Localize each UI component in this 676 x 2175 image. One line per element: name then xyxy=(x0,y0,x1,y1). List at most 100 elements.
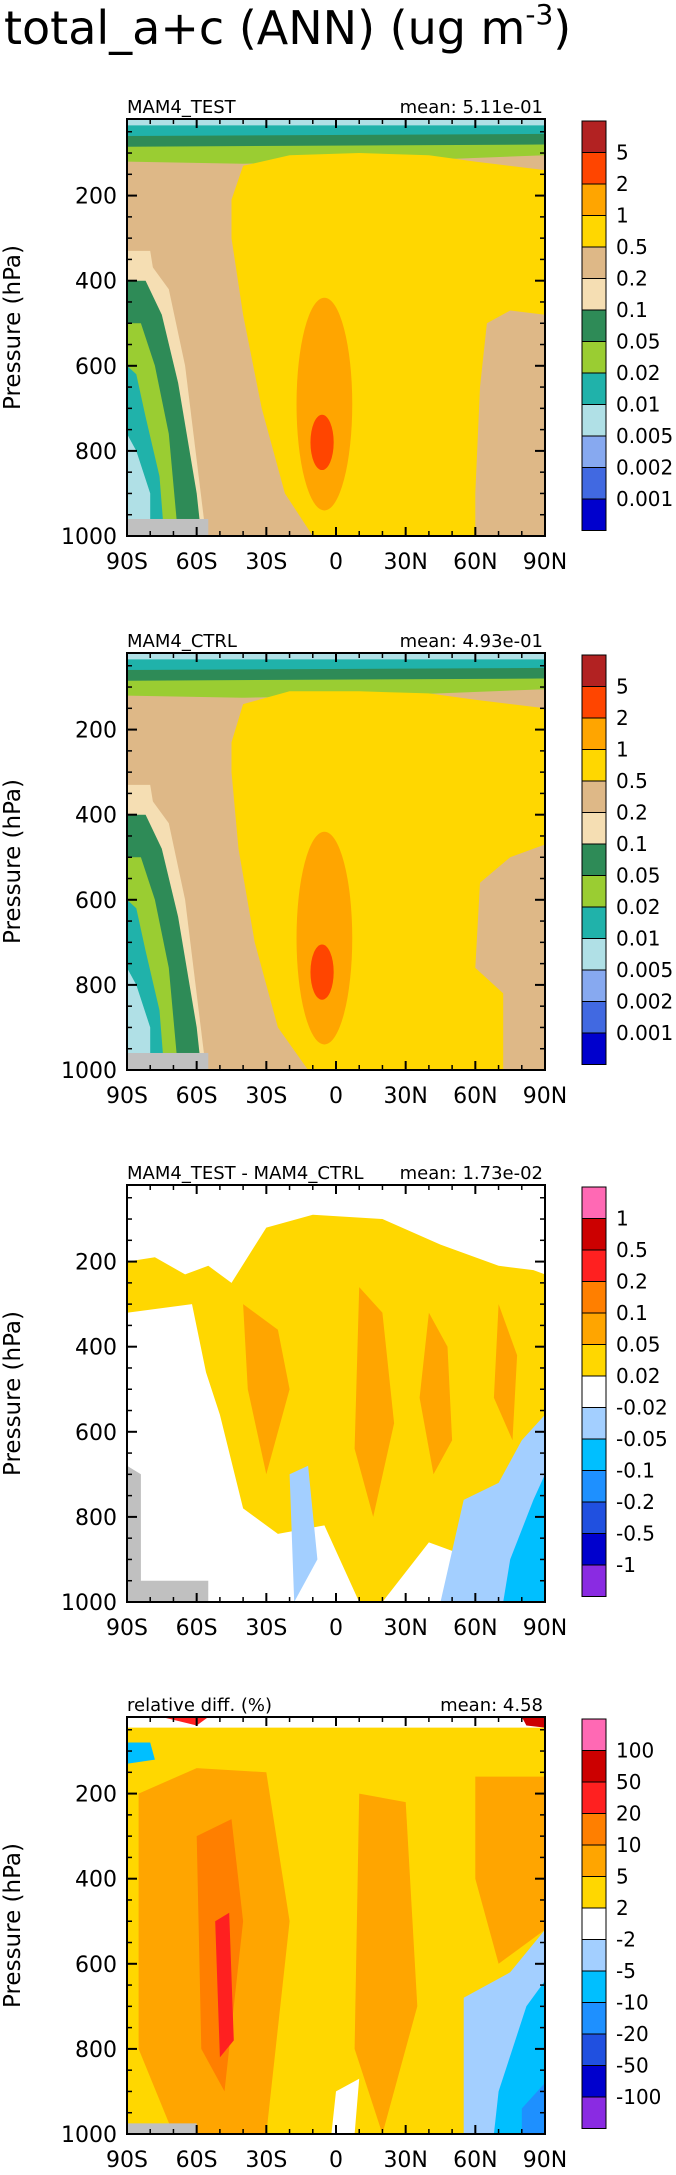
colorbar-label: 0.5 xyxy=(616,769,648,793)
colorbar-label: 0.001 xyxy=(616,487,673,511)
field-orange xyxy=(354,1287,395,1517)
colorbar-swatch xyxy=(581,1781,607,1814)
y-tick-label: 600 xyxy=(75,1421,117,1446)
y-axis-label: Pressure (hPa) xyxy=(0,1311,26,1476)
colorbar-swatch xyxy=(581,1750,607,1783)
colorbar-label: 0.2 xyxy=(616,1270,648,1294)
x-tick-label: 30N xyxy=(383,1616,427,1641)
orography-mask xyxy=(127,2123,197,2134)
colorbar-swatch xyxy=(581,1218,607,1251)
field-skyblue xyxy=(503,1474,545,1602)
x-tick-label: 0 xyxy=(329,1084,343,1109)
colorbar-label: 1 xyxy=(616,1207,629,1231)
colorbar-label: -1 xyxy=(616,1553,636,1577)
y-tick-label: 1000 xyxy=(61,2123,117,2148)
x-tick-label: 60N xyxy=(453,1616,497,1641)
colorbar-label: 0.1 xyxy=(616,1301,648,1325)
colorbar-swatch xyxy=(581,843,607,876)
mean-label: mean: 4.93e-01 xyxy=(400,631,543,652)
colorbar-swatch xyxy=(581,341,607,374)
panel-label: MAM4_TEST xyxy=(127,97,237,118)
colorbar-swatch xyxy=(581,749,607,782)
field-orange xyxy=(296,831,353,1045)
panel-label: MAM4_TEST - MAM4_CTRL xyxy=(127,1163,363,1184)
field-darkred xyxy=(521,1717,545,1728)
colorbar-swatch xyxy=(581,246,607,279)
x-tick-label: 30N xyxy=(383,2148,427,2173)
field-skyblue xyxy=(493,1980,545,2134)
colorbar-label: 2 xyxy=(616,706,629,730)
field-dodgerblue xyxy=(521,2082,545,2134)
colorbar-swatch xyxy=(581,875,607,908)
colorbar-swatch xyxy=(581,2002,607,2035)
y-tick-label: 200 xyxy=(75,719,117,744)
panel-1: 90S 60S 30S 0 30N 60N 90N 200 400 600 800 1000 Press… xyxy=(0,97,673,575)
colorbar-swatch xyxy=(581,938,607,971)
field-skyblue xyxy=(127,1742,155,1764)
y-tick-label: 600 xyxy=(75,889,117,914)
colorbar-label: 0.5 xyxy=(616,1238,648,1262)
field-red xyxy=(310,944,334,1000)
colorbar-swatch xyxy=(581,2033,607,2066)
colorbar-label: 0.005 xyxy=(616,424,673,448)
colorbar-swatch xyxy=(581,1970,607,2003)
x-tick-label: 90N xyxy=(523,1616,567,1641)
colorbar-swatch xyxy=(581,1470,607,1503)
field-lightblue xyxy=(289,1465,318,1602)
colorbar-swatch xyxy=(581,812,607,845)
colorbar-label: 100 xyxy=(616,1739,654,1763)
colorbar-label: 2 xyxy=(616,1896,629,1920)
colorbar-label: -0.02 xyxy=(616,1396,668,1420)
mean-label: mean: 1.73e-02 xyxy=(400,1163,543,1184)
colorbar-swatch xyxy=(581,1186,607,1219)
panel-label: MAM4_CTRL xyxy=(127,631,237,652)
colorbar-label: 0.02 xyxy=(616,895,661,919)
colorbar-label: -0.5 xyxy=(616,1522,655,1546)
field-orange xyxy=(493,1304,518,1441)
colorbar-swatch xyxy=(581,1564,607,1597)
x-tick-label: 90S xyxy=(106,550,148,575)
colorbar-swatch xyxy=(581,1501,607,1534)
x-tick-label: 60N xyxy=(453,550,497,575)
field-red xyxy=(215,1912,234,2058)
colorbar-swatch xyxy=(581,2065,607,2098)
y-axis-label: Pressure (hPa) xyxy=(0,1843,26,2008)
mean-label: mean: 4.58 xyxy=(440,1695,543,1716)
colorbar-swatch xyxy=(581,717,607,750)
colorbar-swatch xyxy=(581,1939,607,1972)
colorbar-label: 50 xyxy=(616,1770,641,1794)
colorbar-swatch xyxy=(581,467,607,500)
colorbar-swatch xyxy=(581,1813,607,1846)
colorbar-swatch xyxy=(581,1718,607,1751)
y-tick-label: 400 xyxy=(75,804,117,829)
x-tick-label: 30N xyxy=(383,1084,427,1109)
field-white xyxy=(331,2078,360,2134)
colorbar-label: -0.05 xyxy=(616,1427,668,1451)
y-axis-label: Pressure (hPa) xyxy=(0,779,26,944)
colorbar-label: 5 xyxy=(616,1865,629,1889)
colorbar-swatch xyxy=(581,969,607,1002)
y-tick-label: 800 xyxy=(75,2038,117,2063)
colorbar-label: 0.05 xyxy=(616,1333,661,1357)
colorbar-label: 0.01 xyxy=(616,927,661,951)
colorbar-swatch xyxy=(581,1876,607,1909)
y-tick-label: 200 xyxy=(75,1251,117,1276)
colorbar-swatch xyxy=(581,278,607,311)
field-powderblue xyxy=(127,967,151,1070)
colorbar-swatch xyxy=(581,2096,607,2129)
orography-mask xyxy=(127,1465,141,1602)
y-tick-label: 400 xyxy=(75,1868,117,1893)
y-tick-label: 400 xyxy=(75,1336,117,1361)
x-tick-label: 30S xyxy=(245,1616,287,1641)
colorbar-label: 0.005 xyxy=(616,958,673,982)
colorbar-label: -100 xyxy=(616,2085,661,2109)
y-tick-label: 1000 xyxy=(61,525,117,550)
y-tick-label: 800 xyxy=(75,440,117,465)
colorbar-swatch xyxy=(581,1344,607,1377)
colorbar-label: 0.001 xyxy=(616,1021,673,1045)
field-orange xyxy=(419,1312,453,1475)
x-tick-label: 90N xyxy=(523,2148,567,2173)
x-tick-label: 60S xyxy=(176,2148,218,2173)
y-tick-label: 800 xyxy=(75,974,117,999)
